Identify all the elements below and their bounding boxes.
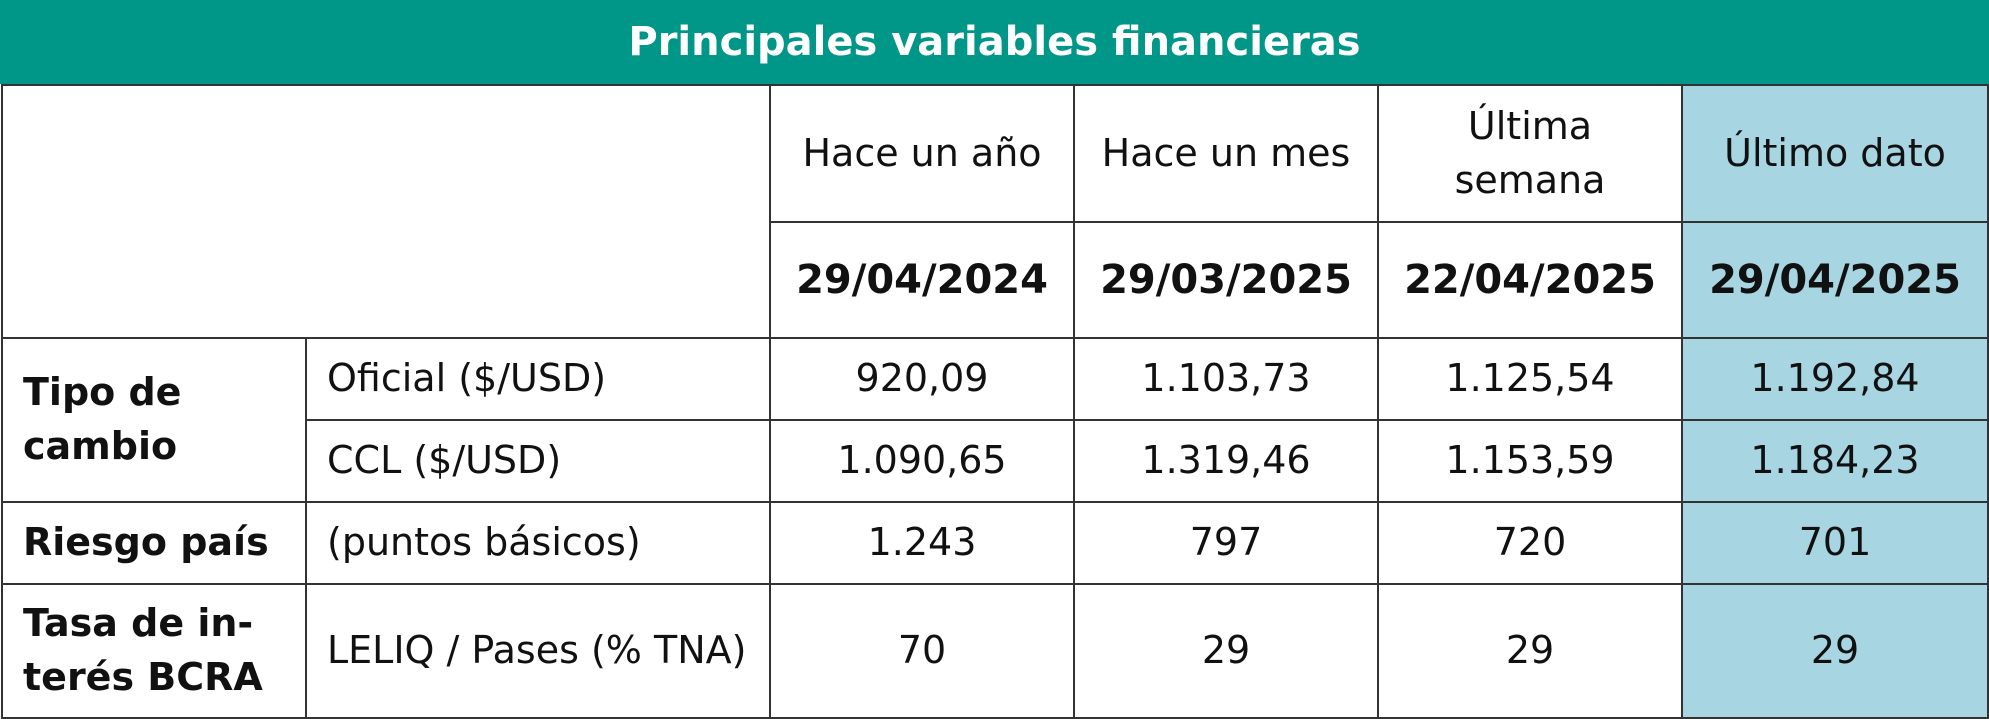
- column-header-month-ago: Hace un mes: [1073, 84, 1379, 223]
- value-cell: 797: [1073, 501, 1379, 585]
- table-row: CCL ($/USD) 1.090,65 1.319,46 1.153,59 1…: [2, 419, 1989, 503]
- column-date-month-ago: 29/03/2025: [1073, 221, 1379, 339]
- value-cell: 1.243: [769, 501, 1075, 585]
- table-row: Tipo de cambio Oficial ($/USD) 920,09 1.…: [1, 337, 1989, 503]
- value-cell: 1.103,73: [1073, 337, 1379, 421]
- table-title: Principales variables financieras: [0, 0, 1989, 84]
- value-cell-latest: 1.184,23: [1681, 419, 1989, 503]
- row-sub-basis-points: (puntos básicos): [305, 501, 771, 585]
- header-label-row: Hace un año Hace un mes Última semana Úl…: [1, 84, 1989, 339]
- value-cell-latest: 1.192,84: [1681, 337, 1989, 421]
- column-header-last-week: Última semana: [1377, 84, 1683, 223]
- financial-variables-table: Hace un año Hace un mes Última semana Úl…: [1, 84, 1989, 719]
- row-category-country-risk: Riesgo país: [1, 501, 307, 585]
- column-header-latest: Último dato: [1681, 84, 1989, 223]
- value-cell: 1.090,65: [769, 419, 1075, 503]
- table-row: Riesgo país (puntos básicos) 1.243 797 7…: [1, 501, 1989, 585]
- table-row: Tasa de in-terés BCRA LELIQ / Pases (% T…: [1, 583, 1989, 719]
- value-cell-latest: 29: [1681, 583, 1989, 719]
- value-cell: 1.319,46: [1073, 419, 1379, 503]
- column-date-year-ago: 29/04/2024: [769, 221, 1075, 339]
- row-sub-leliq: LELIQ / Pases (% TNA): [305, 583, 771, 719]
- value-cell: 29: [1377, 583, 1683, 719]
- row-sub-official: Oficial ($/USD): [305, 337, 771, 421]
- column-date-latest: 29/04/2025: [1681, 221, 1989, 339]
- column-header-year-ago: Hace un año: [769, 84, 1075, 223]
- value-cell: 720: [1377, 501, 1683, 585]
- header-date-row: 29/04/2024 29/03/2025 22/04/2025 29/04/2…: [2, 221, 1989, 339]
- value-cell: 920,09: [769, 337, 1075, 421]
- value-cell: 70: [769, 583, 1075, 719]
- value-cell: 1.125,54: [1377, 337, 1683, 421]
- row-category-bcra-rate: Tasa de in-terés BCRA: [1, 583, 307, 719]
- value-cell: 1.153,59: [1377, 419, 1683, 503]
- value-cell: 29: [1073, 583, 1379, 719]
- value-cell-latest: 701: [1681, 501, 1989, 585]
- column-date-last-week: 22/04/2025: [1377, 221, 1683, 339]
- row-sub-ccl: CCL ($/USD): [305, 419, 771, 503]
- header-empty-cell: [1, 84, 771, 339]
- row-category-exchange-rate: Tipo de cambio: [1, 337, 307, 503]
